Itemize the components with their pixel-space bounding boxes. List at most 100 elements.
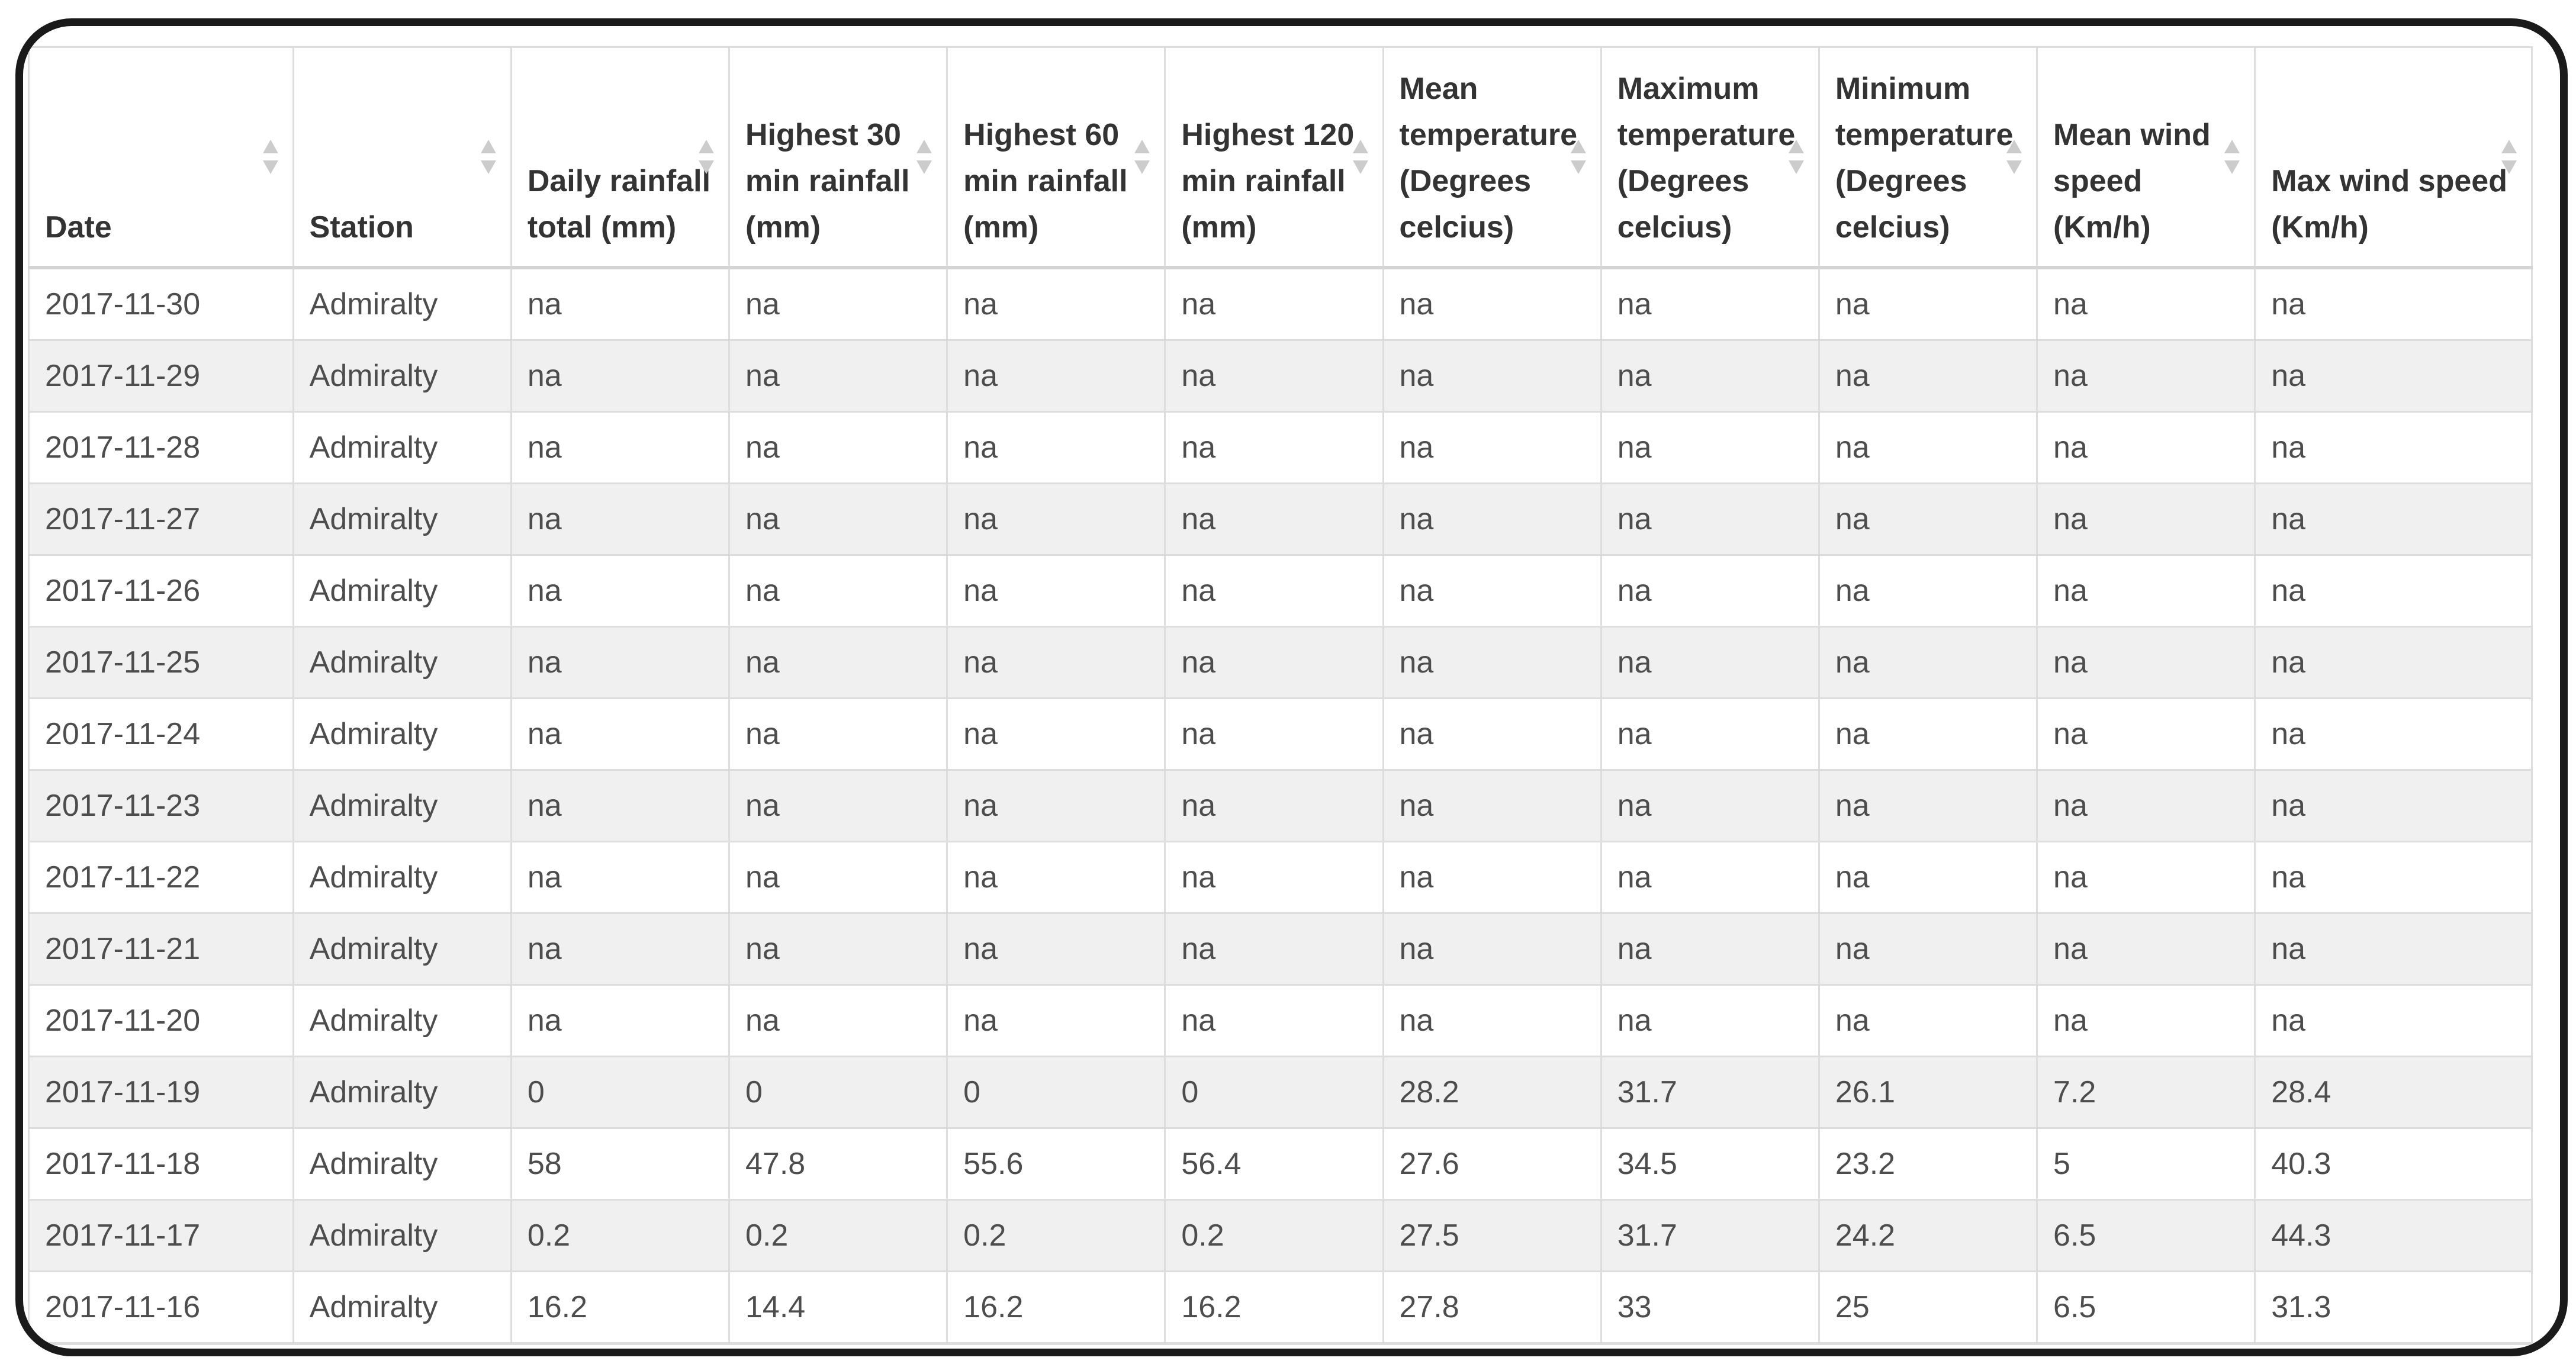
- table-cell-daily-rainfall-total: na: [510, 626, 731, 699]
- table-row: 2017-11-23 Admiralty na na na na na na na na na: [28, 769, 2533, 842]
- table-cell-highest-60-min-rainfall: na: [946, 266, 1166, 341]
- column-header-label: Mean temperature (Degrees celcius): [1399, 72, 1578, 245]
- table-cell-minimum-temperature: na: [1818, 554, 2038, 628]
- table-cell-station: Admiralty: [292, 912, 512, 986]
- table-cell-date: 2017-11-24: [28, 697, 294, 771]
- table-cell-date: 2017-11-19: [28, 1056, 294, 1129]
- column-header-maximum-temperature[interactable]: Maximum temperature (Degrees celcius): [1600, 46, 1820, 269]
- table-cell-daily-rainfall-total: na: [510, 912, 731, 986]
- table-cell-max-wind-speed: na: [2254, 482, 2533, 556]
- table-cell-station: Admiralty: [292, 697, 512, 771]
- column-header-minimum-temperature[interactable]: Minimum temperature (Degrees celcius): [1818, 46, 2038, 269]
- table-cell-minimum-temperature: 24.2: [1818, 1199, 2038, 1272]
- column-header-daily-rainfall-total[interactable]: Daily rainfall total (mm): [510, 46, 731, 269]
- column-header-label: Highest 30 min rainfall (mm): [745, 118, 910, 245]
- table-cell-mean-wind-speed: na: [2036, 769, 2256, 842]
- table-row: 2017-11-29 Admiralty na na na na na na na na na: [28, 339, 2533, 413]
- table-cell-date: 2017-11-27: [28, 482, 294, 556]
- table-cell-daily-rainfall-total: na: [510, 984, 731, 1057]
- table-cell-mean-temperature: na: [1382, 912, 1602, 986]
- table-cell-highest-120-min-rainfall: na: [1164, 554, 1384, 628]
- table-cell-maximum-temperature: na: [1600, 554, 1820, 628]
- table-cell-highest-60-min-rainfall: na: [946, 482, 1166, 556]
- table-cell-daily-rainfall-total: 0: [510, 1056, 731, 1129]
- column-header-date[interactable]: Date: [28, 46, 294, 269]
- column-header-highest-30-min-rainfall[interactable]: Highest 30 min rainfall (mm): [728, 46, 948, 269]
- table-cell-maximum-temperature: na: [1600, 912, 1820, 986]
- table-cell-max-wind-speed: na: [2254, 769, 2533, 842]
- table-cell-date: 2017-11-16: [28, 1270, 294, 1344]
- table-cell-highest-60-min-rainfall: 16.2: [946, 1270, 1166, 1344]
- table-row: 2017-11-25 Admiralty na na na na na na na na na: [28, 626, 2533, 699]
- sort-arrows-icon: [480, 140, 496, 174]
- table-cell-minimum-temperature: na: [1818, 266, 2038, 341]
- table-cell-daily-rainfall-total: na: [510, 339, 731, 413]
- table-cell-highest-120-min-rainfall: 0: [1164, 1056, 1384, 1129]
- table-cell-highest-60-min-rainfall: na: [946, 339, 1166, 413]
- table-cell-max-wind-speed: 44.3: [2254, 1199, 2533, 1272]
- table-cell-mean-temperature: 27.5: [1382, 1199, 1602, 1272]
- table-cell-station: Admiralty: [292, 1056, 512, 1129]
- column-header-label: Date: [45, 210, 112, 245]
- table-cell-mean-temperature: na: [1382, 266, 1602, 341]
- table-body: 2017-11-30 Admiralty na na na na na na na na na 201…: [28, 266, 2533, 1344]
- sort-arrows-icon: [2224, 140, 2240, 174]
- table-cell-daily-rainfall-total: na: [510, 554, 731, 628]
- table-cell-highest-60-min-rainfall: na: [946, 984, 1166, 1057]
- table-cell-mean-wind-speed: na: [2036, 841, 2256, 914]
- table-cell-mean-temperature: na: [1382, 339, 1602, 413]
- table-cell-max-wind-speed: 28.4: [2254, 1056, 2533, 1129]
- table-cell-highest-30-min-rainfall: na: [728, 482, 948, 556]
- table-cell-station: Admiralty: [292, 841, 512, 914]
- table-cell-highest-60-min-rainfall: na: [946, 697, 1166, 771]
- sort-arrows-icon: [262, 140, 278, 174]
- table-cell-mean-temperature: 27.8: [1382, 1270, 1602, 1344]
- table-cell-highest-60-min-rainfall: na: [946, 841, 1166, 914]
- table-cell-date: 2017-11-29: [28, 339, 294, 413]
- sort-arrows-icon: [2006, 140, 2022, 174]
- column-header-mean-wind-speed[interactable]: Mean wind speed (Km/h): [2036, 46, 2256, 269]
- weather-data-table: Date Station Daily rainfall total (mm) High…: [28, 46, 2533, 1345]
- table-cell-maximum-temperature: na: [1600, 411, 1820, 484]
- table-cell-highest-30-min-rainfall: na: [728, 841, 948, 914]
- table-cell-station: Admiralty: [292, 411, 512, 484]
- table-cell-highest-30-min-rainfall: na: [728, 266, 948, 341]
- table-cell-mean-wind-speed: 7.2: [2036, 1056, 2256, 1129]
- table-cell-highest-120-min-rainfall: na: [1164, 984, 1384, 1057]
- table-cell-mean-wind-speed: 6.5: [2036, 1199, 2256, 1272]
- table-cell-highest-120-min-rainfall: na: [1164, 769, 1384, 842]
- table-cell-mean-wind-speed: 6.5: [2036, 1270, 2256, 1344]
- column-header-mean-temperature[interactable]: Mean temperature (Degrees celcius): [1382, 46, 1602, 269]
- table-cell-minimum-temperature: 26.1: [1818, 1056, 2038, 1129]
- column-header-label: Highest 120 min rainfall (mm): [1181, 118, 1355, 245]
- header-row: Date Station Daily rainfall total (mm) High…: [28, 46, 2533, 269]
- table-cell-daily-rainfall-total: na: [510, 697, 731, 771]
- table-cell-mean-temperature: na: [1382, 697, 1602, 771]
- column-header-max-wind-speed[interactable]: Max wind speed (Km/h): [2254, 46, 2533, 269]
- table-cell-minimum-temperature: na: [1818, 626, 2038, 699]
- column-header-highest-60-min-rainfall[interactable]: Highest 60 min rainfall (mm): [946, 46, 1166, 269]
- table-row: 2017-11-22 Admiralty na na na na na na na na na: [28, 841, 2533, 914]
- table-cell-minimum-temperature: na: [1818, 411, 2038, 484]
- sort-arrows-icon: [699, 140, 714, 174]
- table-cell-station: Admiralty: [292, 266, 512, 341]
- table-cell-highest-120-min-rainfall: na: [1164, 697, 1384, 771]
- table-cell-maximum-temperature: 31.7: [1600, 1056, 1820, 1129]
- table-cell-highest-60-min-rainfall: na: [946, 912, 1166, 986]
- table-cell-mean-wind-speed: na: [2036, 339, 2256, 413]
- sort-arrows-icon: [2501, 140, 2517, 174]
- screenshot-frame: Date Station Daily rainfall total (mm) High…: [15, 18, 2568, 1356]
- table-cell-highest-120-min-rainfall: na: [1164, 626, 1384, 699]
- table-cell-minimum-temperature: na: [1818, 912, 2038, 986]
- table-cell-highest-30-min-rainfall: na: [728, 554, 948, 628]
- column-header-station[interactable]: Station: [292, 46, 512, 269]
- table-cell-max-wind-speed: na: [2254, 912, 2533, 986]
- table-cell-highest-60-min-rainfall: na: [946, 554, 1166, 628]
- table-cell-date: 2017-11-28: [28, 411, 294, 484]
- table-cell-date: 2017-11-26: [28, 554, 294, 628]
- table-cell-highest-60-min-rainfall: 0: [946, 1056, 1166, 1129]
- column-header-highest-120-min-rainfall[interactable]: Highest 120 min rainfall (mm): [1164, 46, 1384, 269]
- column-header-label: Maximum temperature (Degrees celcius): [1617, 72, 1796, 245]
- table-cell-max-wind-speed: na: [2254, 411, 2533, 484]
- table-cell-station: Admiralty: [292, 554, 512, 628]
